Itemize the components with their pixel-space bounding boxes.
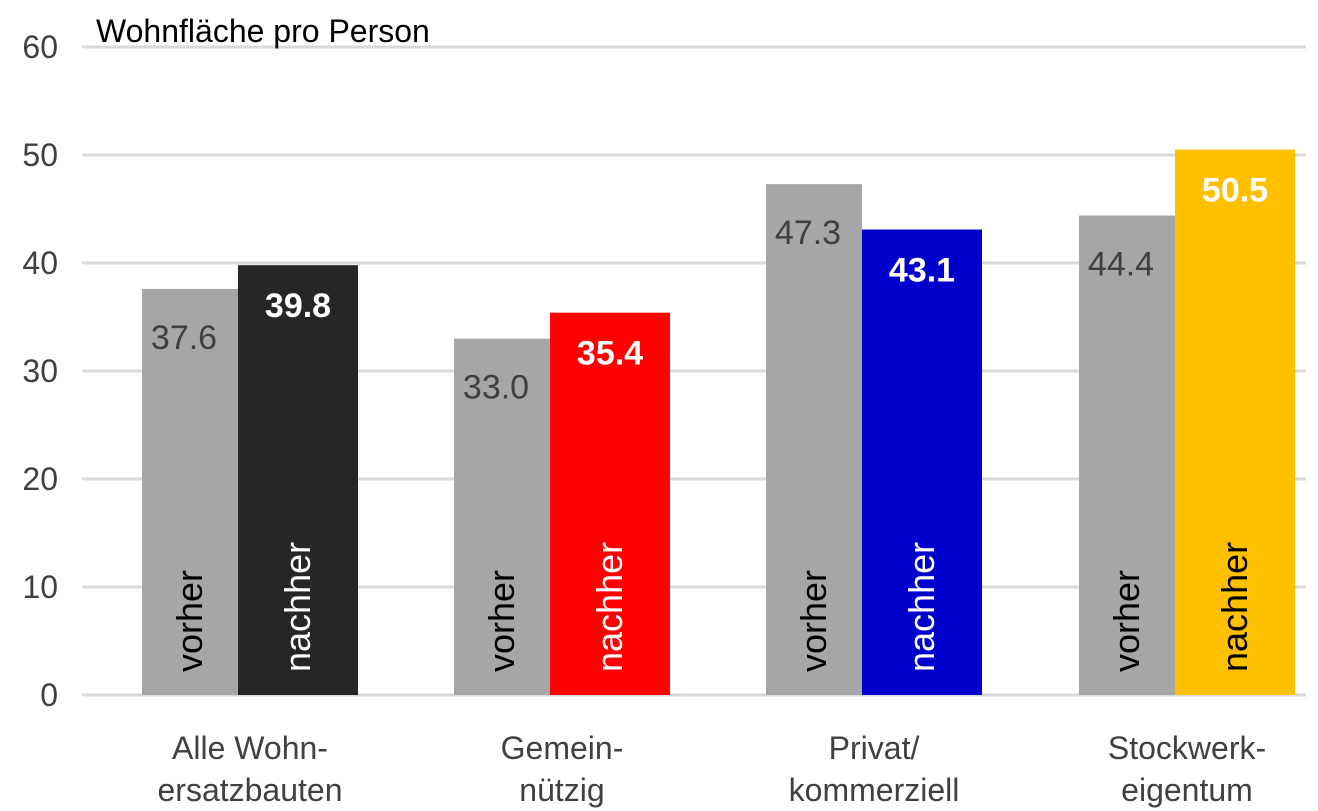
y-tick-label: 0: [40, 677, 58, 713]
category-label: Stockwerk-: [1108, 730, 1266, 766]
y-tick-label: 10: [22, 569, 58, 605]
category-label: kommerziell: [789, 772, 960, 808]
series-label-vorher: vorher: [169, 570, 210, 672]
y-tick-label: 50: [22, 137, 58, 173]
bar-vorher: [1079, 215, 1175, 696]
bar-labels: 37.6 39.8 vorher nachher 33.0 35.4 vorher nachh…: [151, 172, 1268, 672]
category-label: ersatzbauten: [157, 772, 342, 808]
y-tick-label: 30: [22, 353, 58, 389]
category-label: Gemein-: [501, 730, 624, 766]
bar-vorher: [766, 184, 862, 695]
series-label-vorher: vorher: [481, 570, 522, 672]
bar-nachher: [550, 312, 670, 695]
category-label: Privat/: [829, 730, 920, 766]
series-label-nachher: nachher: [901, 542, 942, 672]
chart-title: Wohnfläche pro Person: [96, 13, 430, 49]
bar-vorher: [454, 338, 550, 695]
series-label-nachher: nachher: [1214, 542, 1255, 672]
value-label-vorher: 44.4: [1088, 245, 1154, 283]
category-label: eigentum: [1121, 772, 1253, 808]
y-axis-tick-labels: 0 10 20 30 40 50 60: [22, 29, 58, 713]
value-label-nachher: 43.1: [889, 252, 955, 290]
bar-nachher: [862, 229, 982, 695]
value-label-nachher: 39.8: [265, 287, 331, 325]
category-labels: Alle Wohn-ersatzbauten Gemein-nützig Priva…: [157, 730, 1266, 808]
value-label-nachher: 35.4: [577, 335, 643, 373]
category-label: Alle Wohn-: [172, 730, 328, 766]
bars: [142, 149, 1295, 696]
bar-nachher: [238, 265, 358, 695]
series-label-nachher: nachher: [589, 542, 630, 672]
value-label-vorher: 47.3: [775, 214, 841, 252]
y-tick-label: 40: [22, 245, 58, 281]
value-label-vorher: 33.0: [463, 369, 529, 407]
series-label-vorher: vorher: [1106, 570, 1147, 672]
series-label-vorher: vorher: [793, 570, 834, 672]
value-label-vorher: 37.6: [151, 319, 217, 357]
bar-nachher: [1175, 149, 1295, 696]
y-tick-label: 20: [22, 461, 58, 497]
category-label: nützig: [519, 772, 604, 808]
bar-vorher: [142, 288, 238, 695]
value-label-nachher: 50.5: [1202, 172, 1268, 210]
series-label-nachher: nachher: [277, 542, 318, 672]
y-tick-label: 60: [22, 29, 58, 65]
